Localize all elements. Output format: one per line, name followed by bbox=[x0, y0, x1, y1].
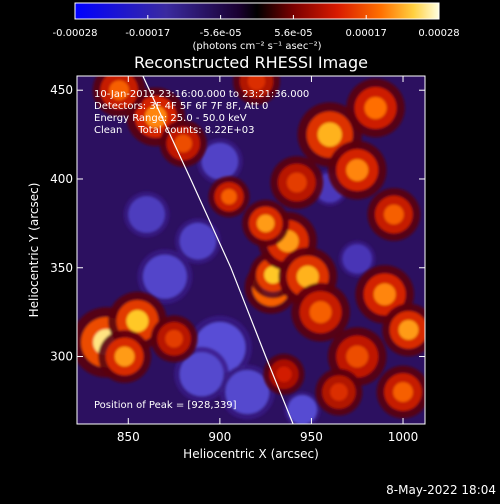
x-tick-label: 1000 bbox=[388, 430, 419, 444]
hot-region-core bbox=[383, 204, 404, 225]
colorbar-tick-label: 0.00017 bbox=[346, 28, 387, 39]
hot-region-core bbox=[144, 105, 167, 128]
hot-region-core bbox=[398, 320, 419, 340]
colorbar-tick-label: -0.00017 bbox=[125, 28, 170, 39]
plot-frame bbox=[76, 75, 426, 425]
chart-title: Reconstructed RHESSI Image bbox=[134, 53, 368, 72]
cold-region bbox=[179, 352, 224, 397]
cold-region bbox=[128, 196, 165, 233]
footer-date: 8-May-2022 18:04 bbox=[386, 483, 496, 497]
colorbar-tick-label: 5.6e-05 bbox=[274, 28, 312, 39]
x-tick-label: 950 bbox=[300, 430, 323, 444]
annotation-clean-counts: Clean Total counts: 8.22E+03 bbox=[94, 125, 254, 136]
hot-region-core bbox=[114, 346, 135, 367]
annotation-energy-range: Energy Range: 25.0 - 50.0 keV bbox=[94, 113, 247, 124]
x-tick-label: 850 bbox=[117, 430, 140, 444]
hot-region-core bbox=[317, 122, 342, 147]
hot-region-core bbox=[296, 265, 319, 288]
hot-region-core bbox=[221, 189, 237, 205]
annotation-detectors: Detectors: 3F 4F 5F 6F 7F 8F, Att 0 bbox=[94, 101, 268, 112]
hot-region-core bbox=[264, 266, 282, 284]
hot-region-core bbox=[393, 382, 413, 402]
hot-region-core bbox=[256, 214, 275, 233]
colorbar-tick-label: -5.6e-05 bbox=[200, 28, 242, 39]
hot-region-core bbox=[330, 383, 348, 401]
cold-region bbox=[179, 222, 217, 260]
hot-region-core bbox=[373, 283, 396, 306]
hot-region-core bbox=[165, 329, 183, 348]
cold-region bbox=[342, 244, 372, 274]
hot-region-core bbox=[276, 366, 292, 382]
y-tick-label: 450 bbox=[50, 83, 73, 97]
cold-region bbox=[201, 142, 239, 180]
peak-position-label: Position of Peak = [928,339] bbox=[94, 400, 237, 411]
hot-region-core bbox=[247, 76, 266, 91]
y-tick-label: 350 bbox=[50, 261, 73, 275]
annotation-block: 10-Jan-2012 23:16:00.000 to 23:21:36.000… bbox=[94, 89, 309, 136]
colorbar bbox=[74, 2, 440, 20]
hot-region-core bbox=[309, 301, 332, 324]
hot-region-core bbox=[346, 345, 369, 368]
annotation-time-range: 10-Jan-2012 23:16:00.000 to 23:21:36.000 bbox=[94, 89, 309, 100]
cold-region bbox=[225, 370, 270, 415]
x-axis-label: Heliocentric X (arcsec) bbox=[183, 447, 319, 461]
solar-limb-line bbox=[142, 76, 294, 424]
colorbar-tick-label: 0.00028 bbox=[418, 28, 459, 39]
hot-emission-layer bbox=[77, 76, 425, 419]
colorbar-units-label: (photons cm⁻² s⁻¹ asec⁻²) bbox=[192, 41, 321, 52]
axis-ticks: 850 900 950 1000 300 350 400 450 bbox=[50, 76, 425, 444]
cold-emission-layer bbox=[123, 138, 376, 424]
colorbar-tick-label: -0.00028 bbox=[53, 28, 98, 39]
cold-region bbox=[142, 254, 187, 299]
plot-area bbox=[77, 76, 425, 424]
hot-region-core bbox=[126, 310, 149, 333]
hot-region-core bbox=[364, 96, 387, 119]
y-tick-label: 300 bbox=[50, 350, 73, 364]
hot-region-core bbox=[109, 80, 130, 101]
cold-region bbox=[287, 395, 317, 424]
colorbar-ticks: -0.00028 -0.00017 -5.6e-05 5.6e-05 0.00017 0.… bbox=[53, 15, 460, 39]
hot-region-core bbox=[174, 134, 193, 153]
hot-region-core bbox=[346, 159, 369, 182]
y-axis-label: Heliocentric Y (arcsec) bbox=[27, 183, 41, 318]
x-tick-label: 900 bbox=[208, 430, 231, 444]
y-tick-label: 400 bbox=[50, 172, 73, 186]
hot-region-core bbox=[286, 172, 307, 193]
